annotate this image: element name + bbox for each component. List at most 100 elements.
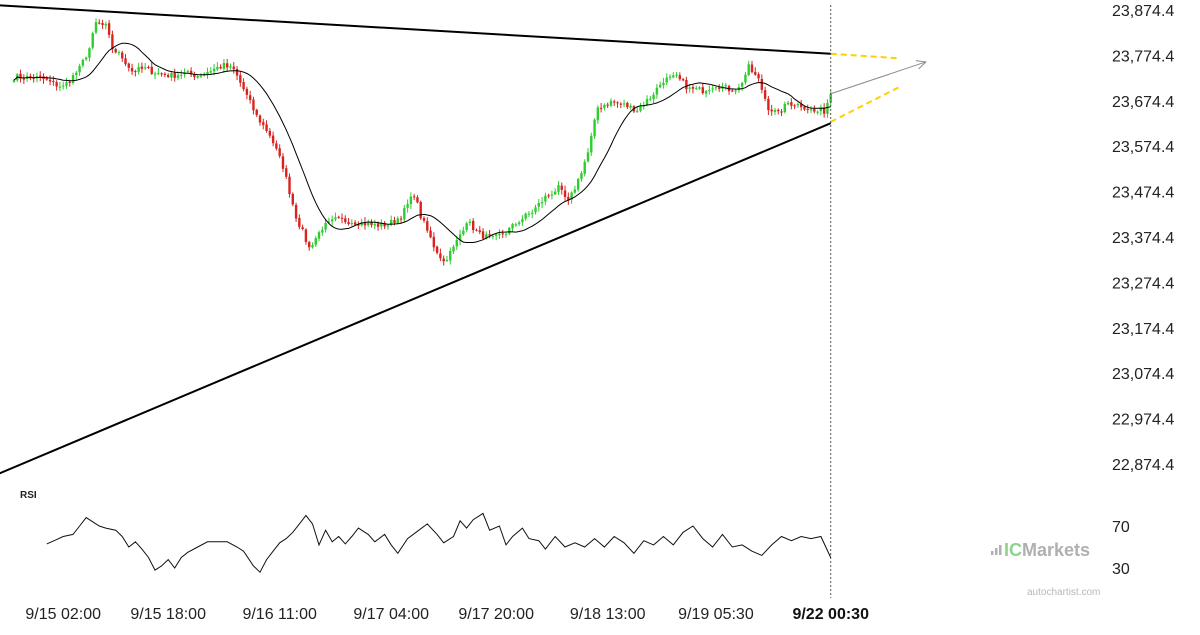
candle-body bbox=[58, 86, 62, 88]
candle bbox=[704, 89, 708, 98]
candle-body bbox=[386, 225, 390, 227]
candle bbox=[816, 110, 819, 115]
candle bbox=[416, 195, 419, 204]
candle bbox=[386, 224, 390, 230]
candle-body bbox=[393, 220, 396, 223]
candle bbox=[439, 248, 442, 262]
candle-body bbox=[121, 52, 124, 59]
price-tick-label: 23,374.4 bbox=[1112, 230, 1174, 247]
candle bbox=[527, 211, 531, 218]
candle-body bbox=[124, 58, 127, 65]
candle bbox=[645, 95, 649, 107]
candle bbox=[104, 21, 108, 30]
candle bbox=[340, 213, 344, 224]
candle bbox=[114, 47, 117, 54]
candle bbox=[508, 226, 511, 236]
candle bbox=[442, 255, 445, 266]
candle-body bbox=[48, 79, 52, 82]
candle bbox=[662, 77, 665, 89]
candle bbox=[111, 30, 114, 54]
candle-body bbox=[783, 103, 786, 113]
candle-body bbox=[498, 233, 501, 236]
candle-body bbox=[268, 130, 272, 136]
candle bbox=[412, 193, 416, 201]
candle bbox=[586, 148, 590, 163]
candle-body bbox=[760, 78, 764, 90]
candle bbox=[255, 108, 258, 117]
candle bbox=[672, 72, 675, 79]
candle bbox=[426, 217, 429, 233]
candle-body bbox=[472, 220, 475, 230]
candle-body bbox=[668, 76, 672, 78]
candle bbox=[652, 92, 655, 104]
candle-body bbox=[265, 124, 268, 131]
candle bbox=[822, 103, 826, 118]
candle-body bbox=[334, 217, 337, 220]
candle-body bbox=[65, 82, 68, 86]
candle-body bbox=[560, 185, 563, 190]
candle bbox=[199, 73, 203, 79]
candle bbox=[180, 69, 183, 80]
candle-body bbox=[475, 229, 478, 231]
candle-body bbox=[606, 104, 609, 106]
candle-body bbox=[403, 207, 406, 220]
candle-body bbox=[137, 67, 140, 72]
candle-body bbox=[68, 81, 71, 83]
candle-body bbox=[465, 223, 468, 231]
candle bbox=[658, 81, 662, 89]
candle-body bbox=[157, 72, 160, 74]
time-tick-label: 9/17 04:00 bbox=[353, 606, 429, 623]
candle bbox=[347, 217, 350, 226]
candle-body bbox=[478, 230, 481, 232]
candle-body bbox=[439, 253, 442, 259]
candle-body bbox=[206, 71, 209, 75]
candle-body bbox=[547, 195, 550, 197]
candle bbox=[229, 63, 232, 70]
candle-body bbox=[285, 168, 288, 177]
watermark-brand-ic: IC bbox=[1004, 540, 1022, 560]
candle bbox=[567, 192, 570, 205]
candle-body bbox=[626, 102, 629, 108]
watermark-layer: IC Markets autochartist.com bbox=[991, 540, 1100, 598]
candle-body bbox=[688, 87, 691, 89]
candle bbox=[583, 159, 586, 177]
candle bbox=[186, 69, 190, 74]
candle bbox=[511, 222, 514, 232]
candle-body bbox=[199, 75, 203, 77]
projection-arrow-head bbox=[915, 60, 927, 70]
candle-body bbox=[111, 34, 114, 50]
candle bbox=[622, 99, 626, 108]
candle-body bbox=[350, 223, 354, 225]
candle-body bbox=[258, 115, 262, 123]
candle-body bbox=[678, 75, 682, 80]
candle bbox=[445, 255, 449, 262]
candle bbox=[222, 58, 226, 73]
candle bbox=[330, 215, 334, 226]
candle bbox=[649, 95, 652, 102]
candle bbox=[793, 104, 796, 110]
logo-bar-icon bbox=[995, 548, 998, 555]
candle-body bbox=[750, 64, 754, 73]
candle-body bbox=[278, 148, 281, 157]
candle-body bbox=[134, 71, 137, 73]
candle-body bbox=[196, 76, 199, 78]
candle bbox=[573, 185, 577, 194]
candle-body bbox=[806, 108, 809, 110]
candle-body bbox=[288, 176, 291, 195]
candle-body bbox=[767, 98, 770, 111]
candle-body bbox=[98, 22, 101, 24]
candle-body bbox=[114, 48, 117, 53]
candle-body bbox=[557, 185, 560, 192]
candle-body bbox=[189, 70, 193, 75]
candle bbox=[29, 73, 32, 81]
candle bbox=[242, 78, 245, 92]
time-tick-label: 9/18 13:00 bbox=[570, 606, 646, 623]
candle bbox=[501, 229, 504, 239]
candle-body bbox=[445, 260, 449, 262]
time-tick-label: 9/19 05:30 bbox=[678, 606, 754, 623]
candle-body bbox=[150, 66, 153, 74]
candle bbox=[71, 72, 75, 85]
candle bbox=[488, 229, 491, 239]
candle bbox=[773, 107, 777, 115]
